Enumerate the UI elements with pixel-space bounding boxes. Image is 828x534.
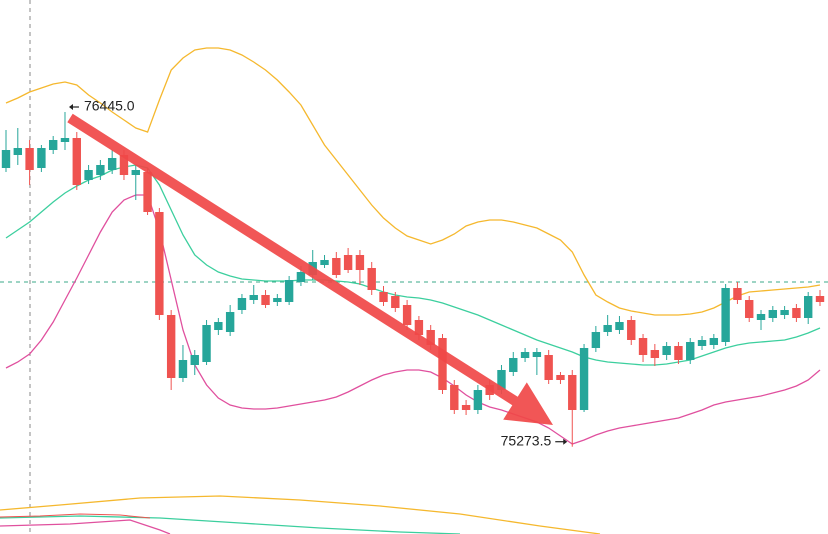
candle-body [96,165,105,175]
candle-body [792,308,801,318]
candle-body [261,295,270,305]
low-label: 75273.5 [501,432,552,448]
candle-body [556,375,565,380]
candle-body [686,342,695,360]
candle-body [367,268,376,290]
candle-body [13,148,22,155]
candle-body [60,138,70,142]
sub-line [0,519,171,534]
candle-body [84,170,93,180]
candle-body [107,158,117,170]
band-line [5,47,821,316]
candle-body [391,296,400,308]
label-arrow-head [563,438,568,445]
candle-body [332,258,341,275]
candle-body [509,358,518,372]
candle-body [25,148,34,170]
candle-body [131,170,140,175]
candle-body [37,148,46,168]
candle-body [544,355,553,380]
candle-body [721,288,730,342]
sub-line [0,513,151,519]
candle-body [497,370,506,390]
candle-body [202,325,211,362]
candle-body [178,360,188,378]
candle-body [438,338,447,390]
candle-body [733,288,742,300]
candle-body [697,340,707,346]
candle-body [768,310,778,318]
sub-line [0,515,461,534]
candle-body [119,155,129,175]
candle-body [591,332,601,348]
band-line [5,194,821,445]
candle-body [190,355,199,365]
candle-body [815,296,825,302]
candle-body [804,296,813,318]
candle-body [320,260,329,265]
candles [1,112,825,447]
candle-body [532,352,542,357]
trend-arrow [67,113,554,426]
labels: 76445.0 75273.5 [68,98,568,448]
candle-body [379,292,388,302]
candle-body [450,385,459,410]
candle-body [650,350,660,358]
candle-body [568,375,577,410]
candle-body [674,346,683,360]
candle-body [155,212,164,315]
candle-body [627,320,636,340]
candle-body [662,346,671,355]
candle-body [579,348,589,410]
candle-body [615,322,624,330]
candle-body [72,138,81,185]
candle-body [296,272,306,282]
candle-body [520,352,530,358]
candle-body [343,255,353,270]
candle-body [284,280,294,302]
label-arrow-head [68,104,73,110]
candle-body [709,338,719,345]
candle-body [780,310,789,315]
candle-body [745,300,754,318]
candle-body [237,298,247,310]
candle-body [756,314,766,320]
candle-body [603,325,612,332]
candle-body [225,312,235,332]
candle-body [638,338,648,355]
candle-body [249,295,258,300]
candle-body [414,320,424,335]
candle-body [166,315,176,378]
high-label: 76445.0 [84,98,135,114]
candle-body [273,298,282,302]
sub-panel [0,495,601,534]
candle-body [473,390,483,410]
candle-body [143,172,152,212]
candle-body [1,150,11,168]
candle-body [426,330,435,345]
candle-body [48,140,58,150]
candle-body [355,255,365,270]
candle-body [461,405,471,410]
sub-line [0,495,601,534]
candle-body [402,305,412,325]
candle-body [214,322,223,330]
